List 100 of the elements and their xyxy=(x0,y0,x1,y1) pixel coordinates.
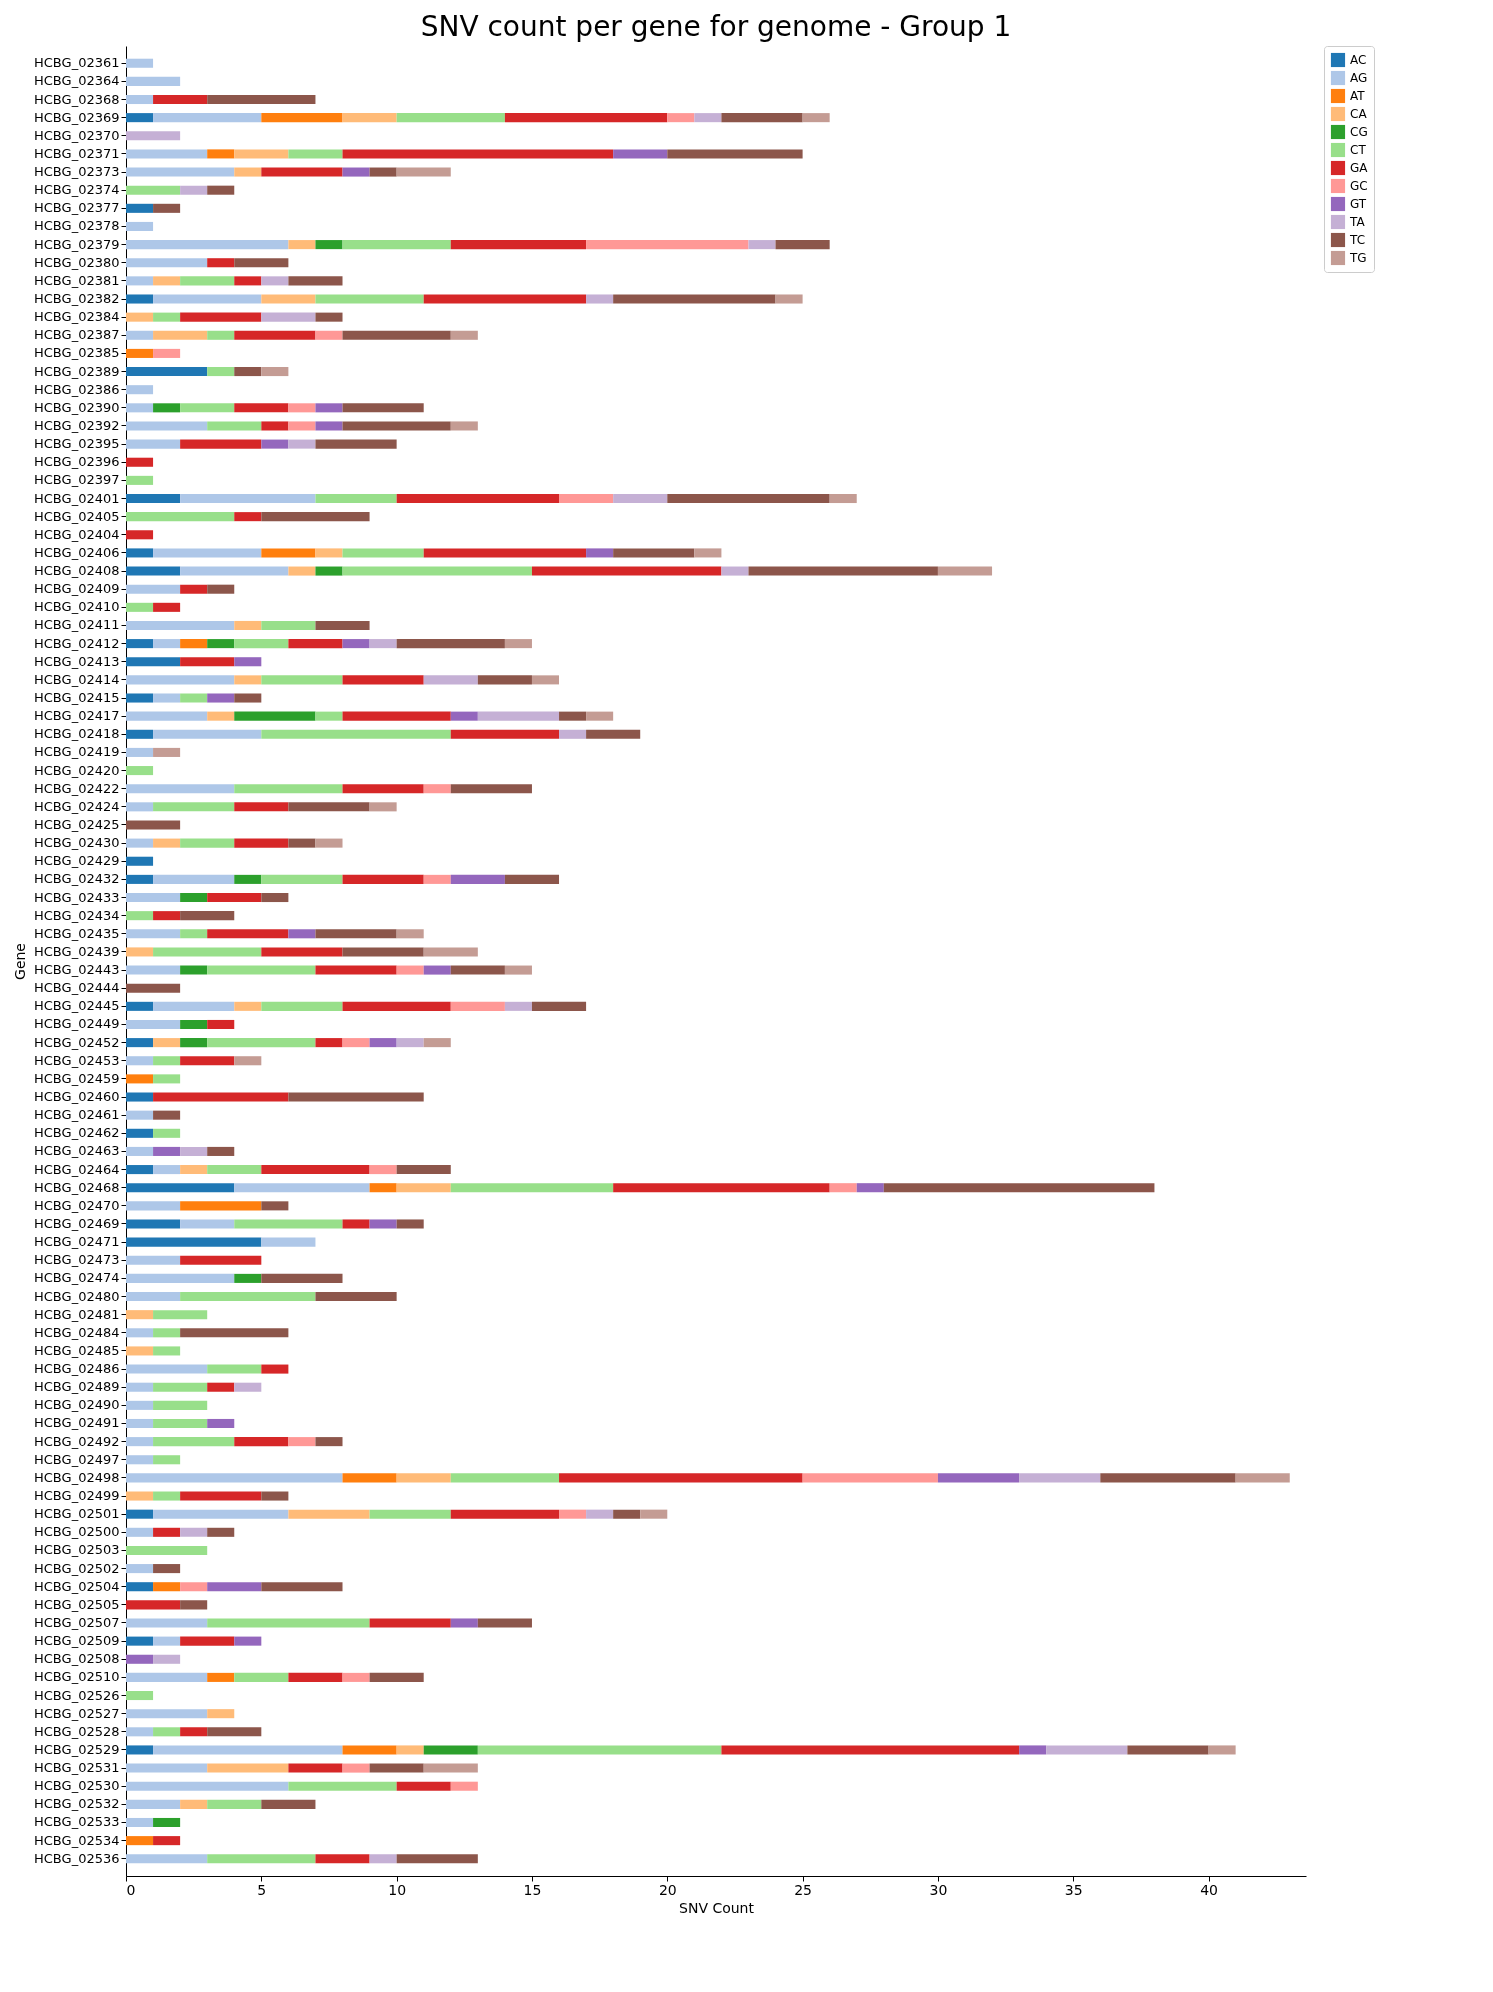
bar xyxy=(126,276,154,286)
bar xyxy=(126,1799,181,1809)
y-tick-label: HCBG_02471 xyxy=(34,1234,120,1250)
y-tick-label: HCBG_02424 xyxy=(34,798,120,814)
bar xyxy=(802,1473,938,1483)
y-tick-label: HCBG_02381 xyxy=(34,272,120,288)
y-tick-label: HCBG_02364 xyxy=(34,73,120,89)
bar xyxy=(586,548,614,558)
y-tick-label: HCBG_02384 xyxy=(34,309,120,325)
bar xyxy=(748,566,938,576)
bar xyxy=(180,1038,208,1048)
bar xyxy=(126,512,235,522)
bar xyxy=(261,113,343,123)
bar xyxy=(369,1672,424,1682)
y-tick-label: HCBG_02500 xyxy=(34,1524,120,1540)
x-axis-title: SNV Count xyxy=(679,1899,755,1916)
bar xyxy=(153,1745,343,1755)
y-tick-label: HCBG_02413 xyxy=(34,653,120,669)
bar xyxy=(234,802,289,812)
bar xyxy=(234,1382,262,1392)
bar xyxy=(261,874,343,884)
bar xyxy=(126,856,154,866)
bar xyxy=(261,1491,289,1501)
y-tick-label: HCBG_02405 xyxy=(34,508,120,524)
bar xyxy=(126,221,154,231)
bar xyxy=(126,1691,154,1701)
y-tick-label: HCBG_02443 xyxy=(34,962,120,978)
bar xyxy=(342,1763,370,1773)
y-tick-label: HCBG_02418 xyxy=(34,726,120,742)
y-tick-label: HCBG_02468 xyxy=(34,1179,120,1195)
bar xyxy=(315,838,343,848)
bar xyxy=(126,1219,181,1229)
bar xyxy=(234,1183,370,1193)
y-tick-label: HCBG_02504 xyxy=(34,1578,120,1594)
y-tick-label: HCBG_02497 xyxy=(34,1451,120,1467)
bar xyxy=(315,965,397,975)
bar xyxy=(315,403,343,413)
bar xyxy=(180,1600,208,1610)
y-tick-label: HCBG_02439 xyxy=(34,943,120,959)
bar xyxy=(180,1328,289,1338)
bar xyxy=(207,929,289,939)
bar xyxy=(180,639,208,649)
legend-label: TA xyxy=(1349,215,1366,229)
bar xyxy=(504,965,532,975)
bar xyxy=(261,367,289,377)
bar xyxy=(234,675,262,685)
bar xyxy=(423,1763,478,1773)
bar xyxy=(126,947,154,957)
bar xyxy=(315,421,343,431)
y-tick-label: HCBG_02409 xyxy=(34,581,120,597)
bar xyxy=(126,131,181,141)
y-tick-label: HCBG_02406 xyxy=(34,544,120,560)
bar xyxy=(369,1183,397,1193)
bar xyxy=(261,276,289,286)
bar xyxy=(126,620,235,630)
bar xyxy=(180,584,208,594)
bar xyxy=(342,675,424,685)
y-tick-label: HCBG_02489 xyxy=(34,1379,120,1395)
bar xyxy=(450,711,478,721)
bar xyxy=(153,1001,235,1011)
bar xyxy=(937,566,993,576)
bar xyxy=(234,1672,289,1682)
bar xyxy=(180,693,208,703)
bar xyxy=(126,1165,154,1175)
bar xyxy=(261,512,370,522)
y-tick-label: HCBG_02536 xyxy=(34,1850,120,1866)
bar xyxy=(559,493,614,504)
y-tick-label: HCBG_02404 xyxy=(34,526,120,542)
bar xyxy=(613,548,695,558)
bar xyxy=(694,113,722,123)
y-tick-label: HCBG_02492 xyxy=(34,1433,120,1449)
y-tick-label: HCBG_02419 xyxy=(34,744,120,760)
bar xyxy=(369,1509,451,1519)
bar xyxy=(207,1582,262,1592)
bar xyxy=(1127,1745,1209,1755)
bar xyxy=(559,711,587,721)
bar xyxy=(153,1074,181,1084)
bar xyxy=(261,548,316,558)
bar xyxy=(153,1564,181,1574)
bar xyxy=(126,1237,262,1247)
bar xyxy=(369,1854,397,1864)
bar xyxy=(126,403,154,413)
bar xyxy=(369,167,397,177)
bar xyxy=(153,1146,181,1156)
y-tick-label: HCBG_02435 xyxy=(34,925,120,941)
bar xyxy=(180,657,235,667)
bar xyxy=(126,330,154,340)
bar xyxy=(342,403,424,413)
bar xyxy=(234,620,262,630)
bar xyxy=(1208,1745,1236,1755)
bar xyxy=(261,1364,289,1374)
bar xyxy=(504,874,560,884)
bar xyxy=(234,512,262,522)
bar xyxy=(396,639,505,649)
bar xyxy=(153,802,235,812)
y-tick-label: HCBG_02373 xyxy=(34,164,120,180)
bar xyxy=(423,548,587,558)
bar xyxy=(126,747,154,757)
y-tick-label: HCBG_02452 xyxy=(34,1034,120,1050)
bar xyxy=(126,892,181,903)
